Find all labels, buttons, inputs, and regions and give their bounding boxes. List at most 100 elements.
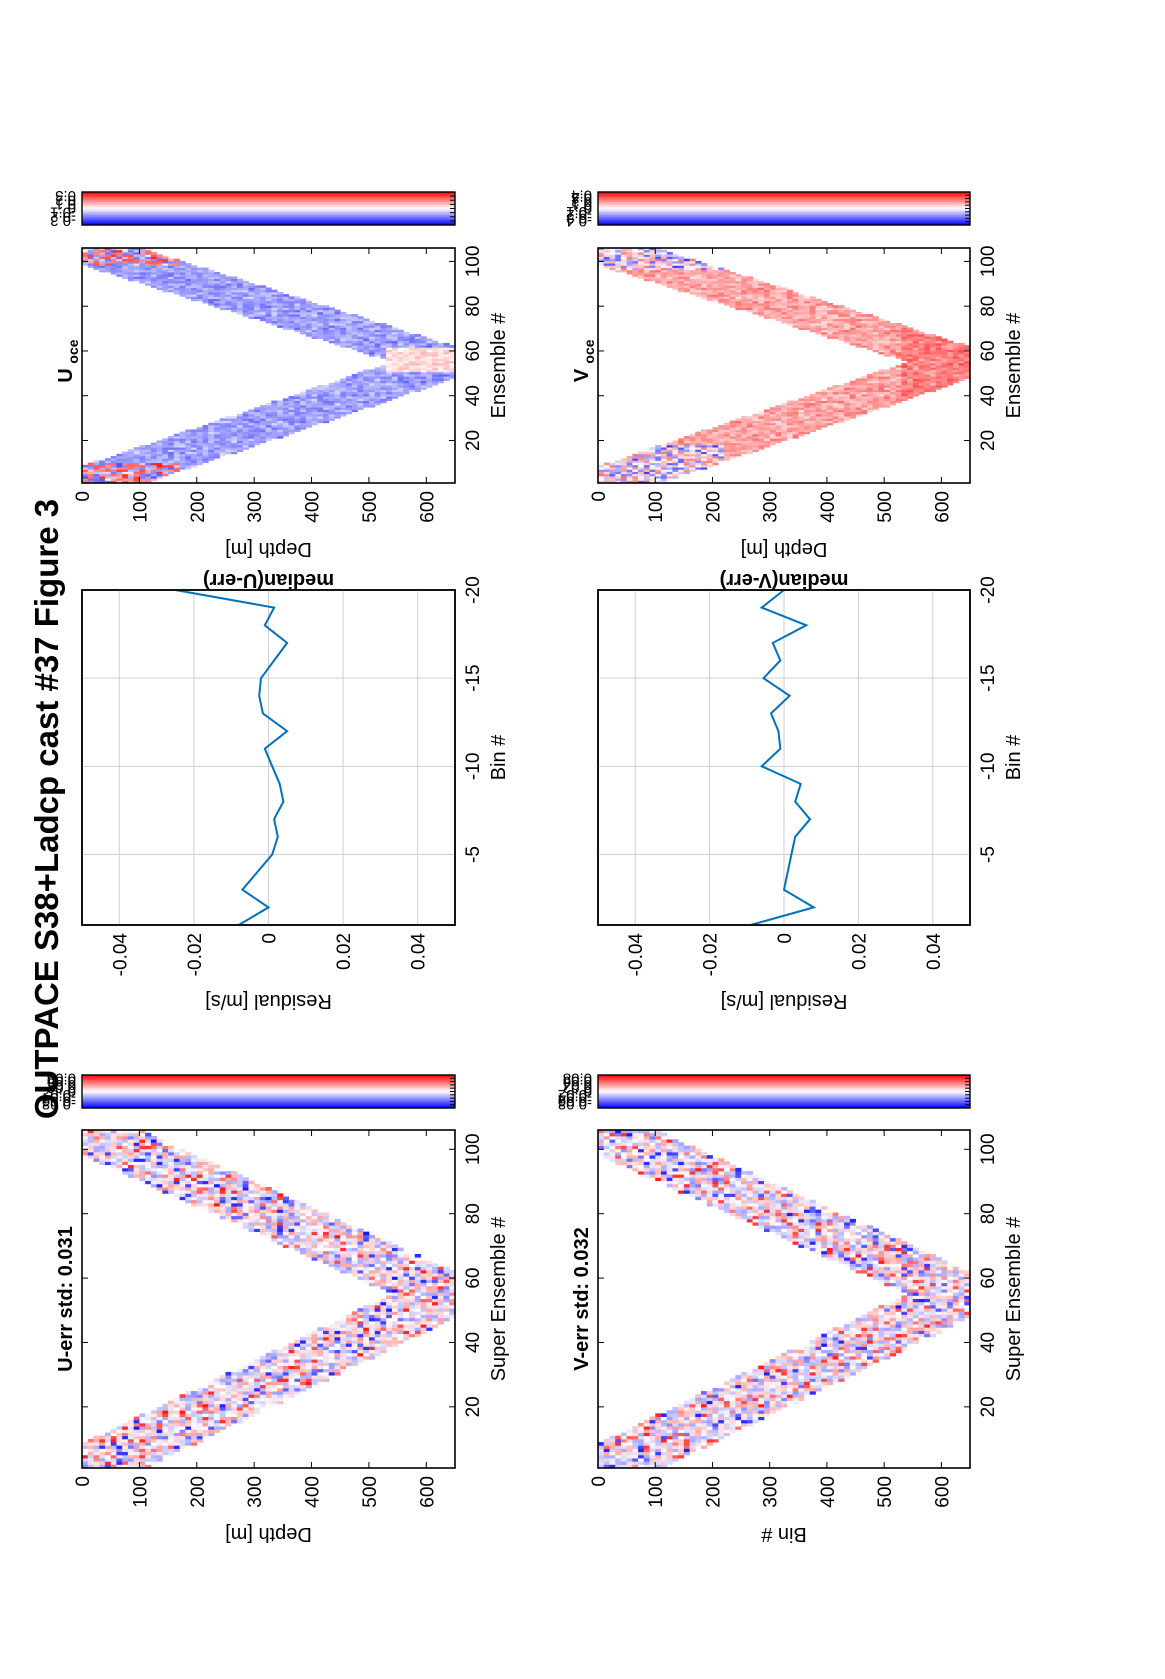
heatmap-cell xyxy=(437,1282,444,1287)
heatmap-cell xyxy=(236,444,244,448)
heatmap-cell xyxy=(231,1413,238,1417)
heatmap-cell xyxy=(300,1378,307,1382)
heatmap-cell xyxy=(139,1426,146,1430)
heatmap-cell xyxy=(127,1132,135,1137)
heatmap-cell xyxy=(116,458,123,461)
heatmap-cell xyxy=(386,1336,393,1341)
heatmap-cell xyxy=(265,320,272,324)
heatmap-cell xyxy=(809,1368,816,1373)
heatmap-cell xyxy=(133,467,140,470)
heatmap-cell xyxy=(254,300,261,304)
heatmap-cell xyxy=(334,331,341,335)
heatmap-cell xyxy=(145,1464,152,1468)
heatmap-cell xyxy=(449,1304,456,1309)
heatmap-cell xyxy=(208,1432,215,1437)
heatmap-cell xyxy=(758,1371,765,1376)
heatmap-cell xyxy=(168,265,175,268)
heatmap-cell xyxy=(242,298,249,302)
heatmap-cell xyxy=(87,258,94,262)
heatmap-cell xyxy=(741,1407,748,1411)
heatmap-cell xyxy=(225,1403,232,1408)
heatmap-cell xyxy=(82,1151,89,1156)
heatmap-cell xyxy=(409,1276,416,1280)
heatmap-cell xyxy=(127,1158,135,1162)
heatmap-cell xyxy=(672,1429,679,1433)
heatmap-cell xyxy=(185,436,192,439)
heatmap-cell xyxy=(173,1148,180,1153)
heatmap-cell xyxy=(334,1359,341,1363)
heatmap-cell xyxy=(300,1384,307,1389)
heatmap-cell xyxy=(202,1435,209,1440)
heatmap-cell xyxy=(615,1442,622,1446)
heatmap-cell xyxy=(208,1416,215,1421)
heatmap-cell xyxy=(265,318,272,322)
heatmap-cell xyxy=(328,382,335,386)
heatmap-cell xyxy=(248,1365,255,1370)
heatmap-cell xyxy=(701,1391,708,1395)
heatmap-cell xyxy=(231,1407,238,1411)
heatmap-cell xyxy=(443,1282,450,1287)
heatmap-cell xyxy=(145,1171,152,1175)
heatmap-cell xyxy=(254,440,261,444)
heatmap-cell xyxy=(93,462,100,466)
heatmap-cell xyxy=(208,449,215,452)
heatmap-cell xyxy=(305,1362,312,1366)
heatmap-cell xyxy=(145,269,152,273)
heatmap-cell xyxy=(173,1171,180,1175)
heatmap-cell xyxy=(219,1413,226,1417)
heatmap-cell xyxy=(357,378,364,382)
heatmap-cell xyxy=(219,307,226,311)
heatmap-cell xyxy=(110,258,117,262)
heatmap-cell xyxy=(294,1238,301,1242)
heatmap-cell xyxy=(294,325,301,328)
heatmap-cell xyxy=(380,1330,387,1335)
colorbar-step xyxy=(82,1084,455,1087)
heatmap-cell xyxy=(139,1448,146,1453)
heatmap-cell xyxy=(409,365,416,368)
heatmap-cell xyxy=(133,1148,140,1153)
heatmap-cell xyxy=(872,1314,879,1319)
heatmap-cell xyxy=(832,1355,839,1360)
heatmap-cell xyxy=(219,1419,226,1424)
axes-frame xyxy=(81,247,456,484)
heatmap-cell xyxy=(351,1247,358,1252)
heatmap-cell xyxy=(179,431,186,435)
heatmap-cell xyxy=(213,280,221,284)
heatmap-cell xyxy=(288,1202,295,1207)
heatmap-cell xyxy=(305,1381,312,1386)
heatmap-cell xyxy=(116,256,123,260)
heatmap-cell xyxy=(752,1384,759,1389)
heatmap-cell xyxy=(231,1196,238,1201)
heatmap-cell xyxy=(443,360,450,364)
heatmap-cell xyxy=(609,1448,616,1453)
heatmap-cell xyxy=(277,1359,284,1363)
heatmap-cell xyxy=(150,478,158,481)
heatmap-cell xyxy=(282,1394,289,1398)
heatmap-cell xyxy=(649,1422,656,1427)
heatmap-cell xyxy=(185,1186,192,1191)
heatmap-cell xyxy=(231,1177,238,1182)
heatmap-cell xyxy=(265,289,272,293)
heatmap-cell xyxy=(368,1238,376,1242)
heatmap-cell xyxy=(838,1378,845,1382)
heatmap-cell xyxy=(300,305,307,308)
heatmap-cell xyxy=(236,291,244,295)
heatmap-cell xyxy=(929,1317,937,1322)
heatmap-cell xyxy=(208,300,215,304)
heatmap-cell xyxy=(443,378,450,382)
heatmap-cell xyxy=(179,1426,186,1430)
heatmap-cell xyxy=(133,258,140,262)
heatmap-cell xyxy=(145,1139,152,1143)
heatmap-cell xyxy=(815,1359,822,1363)
heatmap-cell xyxy=(300,1250,307,1255)
heatmap-cell xyxy=(305,411,312,415)
heatmap-cell xyxy=(729,1419,736,1424)
heatmap-cell xyxy=(213,1416,221,1421)
heatmap-cell xyxy=(213,294,221,297)
heatmap-cell xyxy=(139,276,146,280)
heatmap-cell xyxy=(225,420,232,424)
heatmap-cell xyxy=(191,274,198,277)
heatmap-cell xyxy=(225,1387,232,1392)
heatmap-cell xyxy=(116,1464,123,1468)
heatmap-cell xyxy=(219,1193,226,1197)
